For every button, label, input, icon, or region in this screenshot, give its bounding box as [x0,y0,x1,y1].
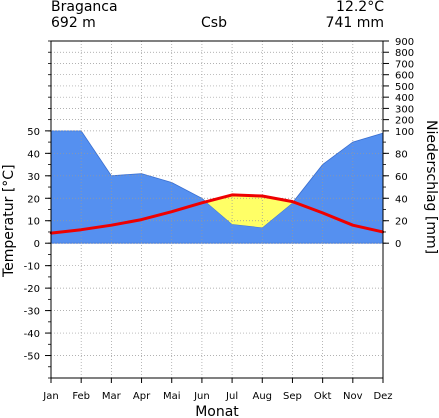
right-tick-label: 200 [395,116,414,127]
x-tick-label: Okt [314,391,332,402]
right-tick-label: 900 [395,37,414,48]
left-tick-label: 50 [27,127,40,138]
x-tick-label: Apr [133,391,151,402]
right-tick-label: 600 [395,71,414,82]
x-tick-label: Aug [253,391,273,402]
x-tick-label: Mar [102,391,122,402]
x-tick-label: Feb [72,391,90,402]
left-tick-label: 0 [34,239,40,250]
temperature-point [110,224,113,227]
left-tick-label: -40 [24,329,40,340]
right-tick-label: 300 [395,104,414,115]
x-tick-label: Dez [373,391,392,402]
left-tick-label: 40 [27,149,40,160]
annual-precipitation: 741 mm [325,15,384,31]
mean-temperature: 12.2°C [336,0,384,15]
x-tick-label: Jul [225,391,238,402]
left-tick-label: -50 [24,352,40,363]
right-tick-label: 100 [395,127,414,138]
climate-class: Csb [201,15,227,31]
station-name: Braganca [51,0,118,15]
right-tick-label: 500 [395,82,414,93]
right-tick-label: 700 [395,59,414,70]
temperature-point [291,200,294,203]
x-tick-label: Jan [42,391,58,402]
right-tick-label: 40 [395,194,408,205]
dry-period-area [205,194,294,228]
right-tick-label: 0 [395,239,401,250]
x-tick-label: Mai [163,391,181,402]
temperature-point [79,228,83,231]
left-tick-label: 20 [27,194,40,205]
right-tick-label: 400 [395,93,414,104]
right-tick-label: 60 [395,172,408,183]
x-axis-title: Monat [195,404,239,418]
right-tick-label: 800 [395,48,414,59]
temperature-point [351,224,355,227]
right-tick-label: 20 [395,217,408,228]
x-tick-label: Jun [193,391,210,402]
left-tick-label: -30 [24,307,40,318]
temperature-point [170,210,173,213]
left-tick-label: -10 [24,262,40,273]
temperature-point [140,218,143,221]
x-tick-label: Sep [283,391,302,402]
temperature-point [230,193,234,197]
right-tick-label: 80 [395,149,408,160]
left-axis-title: Temperatur [°C] [1,164,17,278]
left-tick-label: -20 [24,284,40,295]
temperature-line [50,193,384,235]
left-tick-label: 10 [27,217,40,228]
right-axis-title: Niederschlag [mm] [423,120,439,254]
x-tick-label: Nov [343,391,363,402]
temperature-point [321,211,324,215]
station-elevation: 692 m [51,15,96,31]
temperature-point [261,194,264,198]
left-tick-label: 30 [27,172,40,183]
temperature-point [200,201,204,204]
